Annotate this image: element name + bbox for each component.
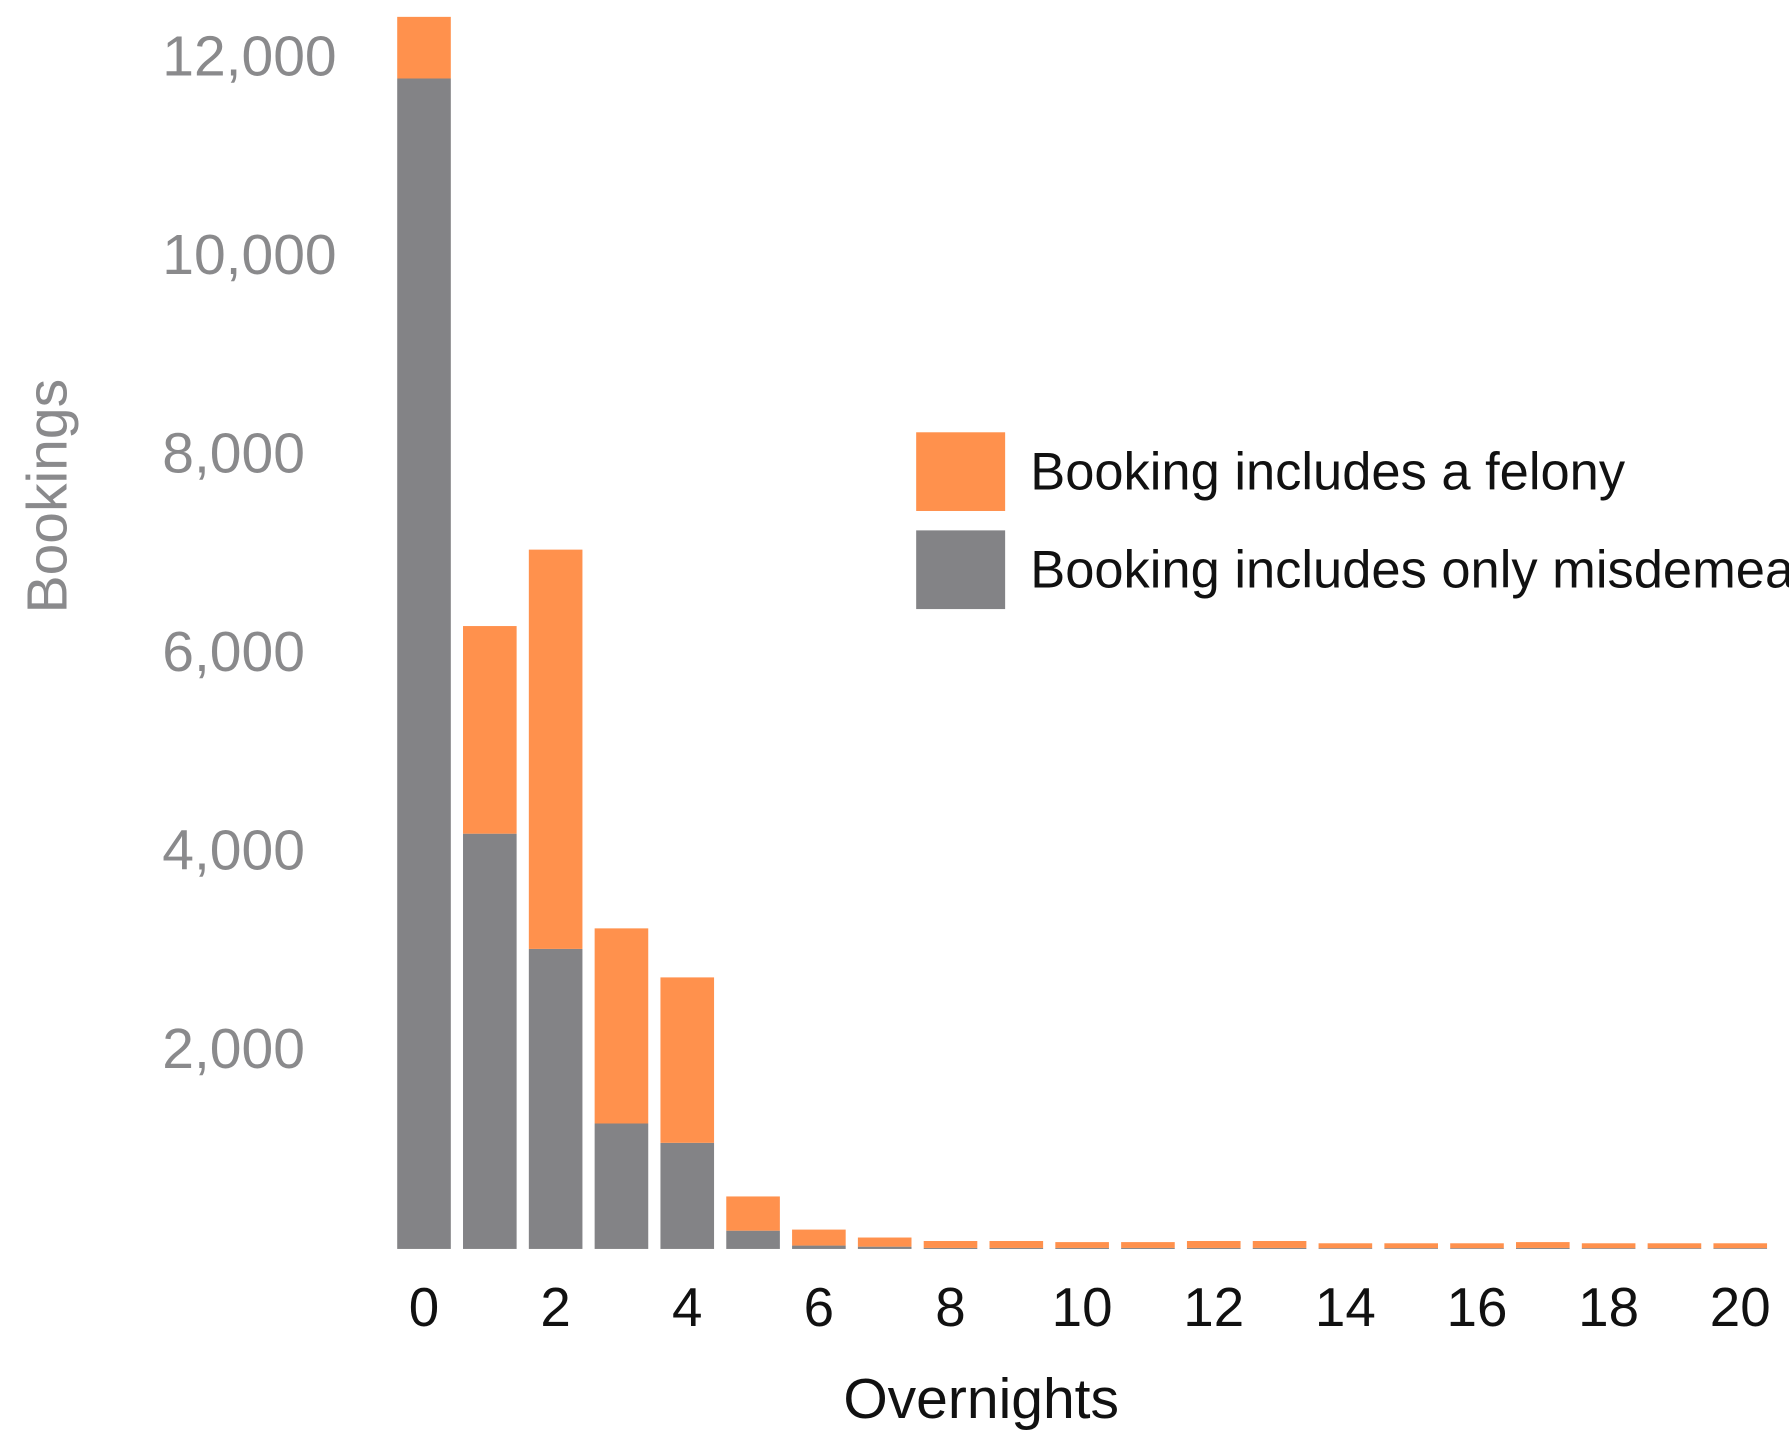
bar-segment [989,1247,1044,1249]
bar-segment [857,1246,912,1249]
bar-segment [923,1241,978,1248]
x-tick-label: 2 [540,1276,570,1338]
bar-segment [463,626,517,834]
bar-segment [1516,1242,1570,1248]
x-tick-label: 20 [1710,1276,1771,1338]
bar-segment [397,78,451,1249]
bar-segment [1647,1243,1702,1249]
bar-segment [594,1123,649,1249]
bar-segment [1713,1243,1768,1249]
y-tick-label: 8,000 [162,421,305,485]
bar-segment [1647,1248,1702,1249]
y-tick-label: 10,000 [162,223,336,287]
bar-segment [1450,1243,1504,1249]
legend-swatch [916,432,1006,511]
bar-segment [792,1245,846,1249]
bar-segment [1516,1247,1570,1249]
bar-segment [1384,1243,1438,1249]
y-tick-label: 2,000 [162,1017,305,1081]
x-tick-label: 14 [1315,1276,1376,1338]
bar-segment [1713,1248,1768,1249]
bar-segment [397,16,451,79]
bar-segment [463,833,517,1249]
bar-segment [1055,1242,1109,1248]
bar-segment [1384,1248,1438,1249]
bar-segment [1581,1248,1636,1249]
bar-segment [1581,1243,1636,1249]
x-tick-label: 16 [1447,1276,1508,1338]
x-tick-label: 10 [1052,1276,1113,1338]
x-axis-title: Overnights [843,1367,1119,1431]
legend-swatch [916,530,1006,610]
x-tick-label: 8 [935,1276,965,1338]
x-tick-label: 12 [1183,1276,1244,1338]
bar-segment [1252,1247,1307,1249]
bar-segment [1186,1247,1241,1249]
x-tick-label: 0 [409,1276,439,1338]
y-tick-label: 12,000 [162,24,336,88]
bar-segment [726,1196,780,1231]
y-tick-label: 4,000 [162,818,305,882]
bar-segment [1186,1241,1241,1248]
bar-segment [1055,1247,1109,1249]
bar-segment [792,1229,846,1246]
bar-segment [660,1142,715,1249]
bar-segment [1252,1241,1307,1248]
bar-segment [1121,1247,1175,1249]
bar-segment [528,549,583,949]
bar-segment [989,1241,1044,1248]
bar-segment [1318,1243,1373,1249]
x-tick-label: 4 [672,1276,702,1338]
y-axis-title: Bookings [16,379,80,614]
bar-segment [1450,1248,1504,1249]
x-tick-label: 18 [1578,1276,1639,1338]
bar-segment [857,1237,912,1247]
bar-segment [660,977,715,1143]
bar-segment [1121,1242,1175,1248]
legend-label: Booking includes only misdemeanors [1030,542,1789,600]
bar-segment [1318,1248,1373,1249]
bar-segment [726,1230,780,1249]
bar-segment [594,928,649,1124]
legend-label: Booking includes a felony [1030,443,1626,501]
bar-segment [528,948,583,1249]
bar-segment [923,1247,978,1249]
x-tick-label: 6 [804,1276,834,1338]
y-tick-label: 6,000 [162,620,305,684]
